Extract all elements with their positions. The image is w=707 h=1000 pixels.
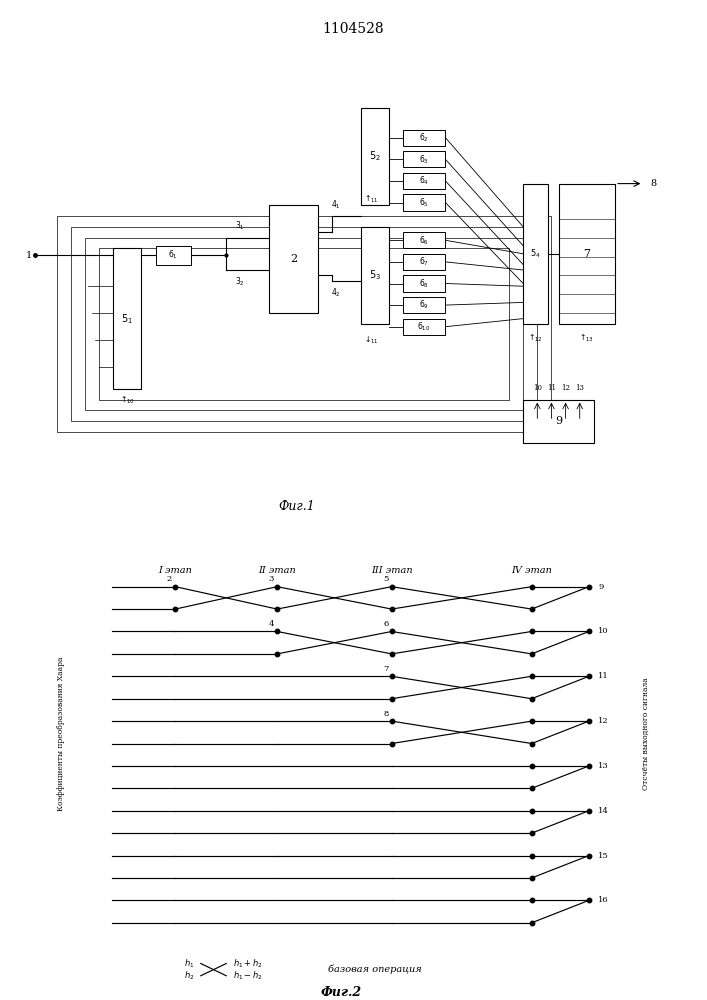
Bar [156, 246, 191, 265]
Text: $↑_{12}$: $↑_{12}$ [528, 332, 543, 344]
Text: 8: 8 [650, 179, 657, 188]
Text: I этап: I этап [158, 566, 192, 575]
Text: 1104528: 1104528 [322, 22, 385, 36]
Bar [57, 216, 551, 432]
Bar [361, 108, 389, 205]
Text: $5_4$: $5_4$ [530, 248, 541, 260]
Text: 13: 13 [575, 383, 584, 391]
Text: 8: 8 [383, 710, 389, 718]
Text: II этап: II этап [258, 566, 296, 575]
Text: $6_1$: $6_1$ [168, 249, 178, 261]
Text: $h_1$: $h_1$ [184, 957, 194, 970]
Text: Фиг.2: Фиг.2 [320, 986, 361, 999]
Bar [361, 227, 389, 324]
Text: 14: 14 [598, 807, 609, 815]
Text: $h_2$: $h_2$ [184, 969, 194, 982]
Text: 9: 9 [598, 583, 604, 591]
Text: 5: 5 [383, 575, 389, 583]
Text: $6_5$: $6_5$ [419, 196, 429, 209]
Text: базовая операция: базовая операция [328, 965, 422, 974]
Text: $↑_{10}$: $↑_{10}$ [119, 394, 135, 406]
Text: Фиг.1: Фиг.1 [279, 500, 315, 513]
Text: $6_{10}$: $6_{10}$ [417, 320, 431, 333]
Text: 11: 11 [598, 672, 609, 680]
Text: $5_3$: $5_3$ [368, 268, 381, 282]
Text: 10: 10 [598, 627, 609, 635]
Text: 10: 10 [533, 383, 542, 391]
Text: Коэффициенты преобразования Хаара: Коэффициенты преобразования Хаара [57, 656, 65, 811]
Text: 4: 4 [269, 620, 274, 628]
Bar [403, 151, 445, 167]
Bar [403, 173, 445, 189]
Text: $6_7$: $6_7$ [419, 256, 429, 268]
Text: 7: 7 [383, 665, 389, 673]
Text: $6_4$: $6_4$ [419, 175, 429, 187]
Text: 12: 12 [598, 717, 609, 725]
Text: $6_8$: $6_8$ [419, 277, 429, 290]
Bar [403, 232, 445, 248]
Bar [559, 184, 615, 324]
Text: 6: 6 [383, 620, 389, 628]
Bar [523, 400, 594, 443]
Bar [71, 227, 537, 421]
Text: $4_2$: $4_2$ [331, 286, 341, 299]
Text: $4_1$: $4_1$ [331, 198, 341, 211]
Text: $3_1$: $3_1$ [235, 220, 245, 232]
Text: $5_2$: $5_2$ [369, 150, 380, 163]
Text: 7: 7 [583, 249, 590, 259]
Text: 3: 3 [269, 575, 274, 583]
Text: 12: 12 [561, 383, 570, 391]
Text: 13: 13 [598, 762, 609, 770]
Text: $6_6$: $6_6$ [419, 234, 429, 247]
Text: $5_1$: $5_1$ [122, 312, 133, 326]
Text: $↑_{11}$: $↑_{11}$ [364, 194, 378, 205]
Text: $6_9$: $6_9$ [419, 299, 429, 311]
Text: $h_1-h_2$: $h_1-h_2$ [233, 969, 262, 982]
Text: 15: 15 [598, 852, 609, 860]
Text: 1: 1 [25, 251, 32, 260]
Bar [113, 248, 141, 389]
Bar [99, 248, 509, 400]
Text: 2: 2 [167, 575, 173, 583]
Text: 2: 2 [290, 254, 297, 264]
Text: $6_2$: $6_2$ [419, 131, 429, 144]
Text: $↓_{11}$: $↓_{11}$ [364, 335, 378, 346]
Text: $6_3$: $6_3$ [419, 153, 429, 166]
Bar [403, 297, 445, 313]
Text: IV этап: IV этап [511, 566, 552, 575]
Text: III этап: III этап [371, 566, 412, 575]
Bar [403, 275, 445, 292]
Bar [403, 130, 445, 146]
Bar [403, 254, 445, 270]
Text: $↑_{13}$: $↑_{13}$ [579, 332, 595, 344]
Bar [85, 238, 523, 410]
Text: 11: 11 [547, 383, 556, 391]
Text: $h_1+h_2$: $h_1+h_2$ [233, 957, 262, 970]
Bar [523, 184, 548, 324]
Bar [403, 194, 445, 211]
Text: 9: 9 [555, 416, 562, 426]
Text: 16: 16 [598, 896, 609, 904]
Bar [403, 319, 445, 335]
Text: Отсчёты выходного сигнала: Отсчёты выходного сигнала [642, 677, 650, 790]
Text: $3_2$: $3_2$ [235, 275, 245, 288]
Bar [269, 205, 318, 313]
